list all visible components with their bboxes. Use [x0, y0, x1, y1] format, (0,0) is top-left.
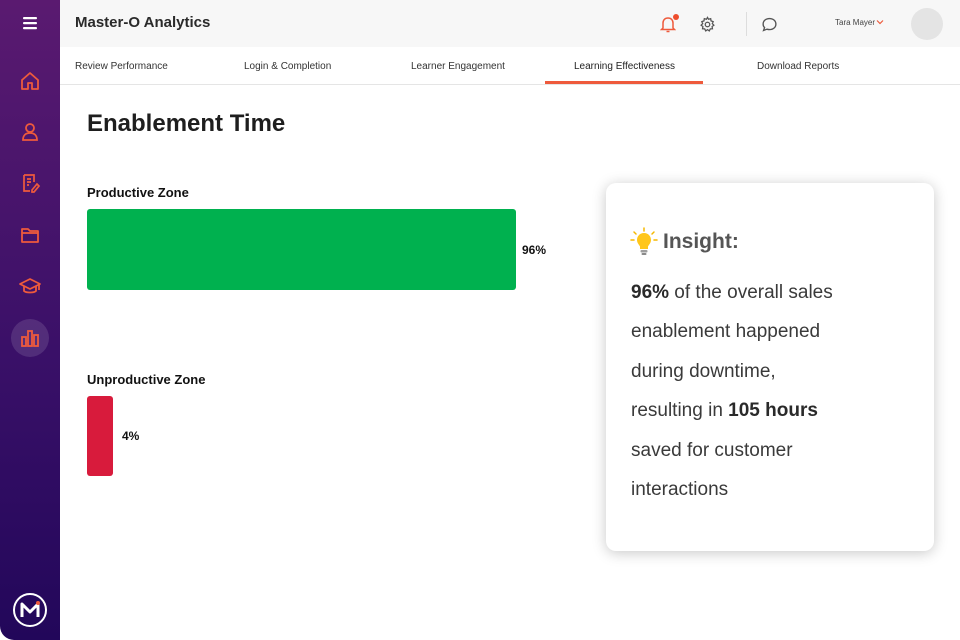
sidebar-item-analytics[interactable] [11, 319, 49, 357]
messages-button[interactable] [758, 13, 780, 35]
unproductive-zone-bar [87, 396, 113, 476]
insight-stat-percent: 96% [631, 282, 670, 303]
graduation-cap-icon [19, 278, 41, 294]
lightbulb-icon [630, 227, 658, 255]
productive-zone-bar [87, 209, 516, 290]
active-tab-indicator [545, 81, 703, 84]
chat-bubble-icon [761, 17, 777, 32]
notifications-button[interactable] [657, 13, 679, 35]
sidebar-item-home[interactable] [11, 62, 49, 100]
tab-login-completion[interactable]: Login & Completion [244, 61, 332, 72]
insight-title: Insight: [663, 230, 739, 253]
insight-line-4: resulting in 105 hours [631, 400, 818, 422]
home-icon [21, 72, 39, 90]
menu-button[interactable] [11, 4, 49, 42]
sidebar-item-files[interactable] [11, 216, 49, 254]
bar-chart-icon [21, 330, 39, 347]
user-name[interactable]: Tara Mayer [835, 18, 876, 27]
bell-icon [660, 16, 676, 32]
page-title: Enablement Time [87, 110, 286, 137]
sidebar [0, 0, 60, 640]
insight-line-1: 96% of the overall sales [631, 282, 833, 304]
hamburger-icon [23, 17, 37, 30]
insight-line-3: during downtime, [631, 361, 776, 382]
folder-icon [21, 228, 39, 243]
insight-card: Insight: 96% of the overall sales enable… [606, 183, 934, 551]
unproductive-zone-value: 4% [122, 429, 140, 443]
unproductive-zone-label: Unproductive Zone [87, 372, 206, 387]
tab-download-reports[interactable]: Download Reports [757, 61, 840, 72]
sidebar-item-content[interactable] [11, 164, 49, 202]
chevron-down-icon [876, 20, 884, 25]
productive-zone-value: 96% [522, 243, 547, 257]
insight-line-5: saved for customer [631, 440, 793, 461]
productive-zone-label: Productive Zone [87, 185, 189, 200]
app-title: Master-O Analytics [75, 14, 211, 31]
settings-button[interactable] [696, 13, 718, 35]
gear-icon [699, 15, 715, 32]
insight-line-2: enablement happened [631, 321, 821, 342]
master-o-logo [13, 593, 47, 627]
user-menu-toggle[interactable] [875, 14, 885, 32]
tab-learner-engagement[interactable]: Learner Engagement [411, 61, 505, 72]
insight-line-6: interactions [631, 479, 729, 500]
insight-header: Insight: [630, 227, 739, 257]
insight-stat-hours: 105 hours [728, 400, 818, 421]
user-icon [22, 123, 38, 141]
insight-line-4-text: resulting in [631, 400, 729, 421]
avatar[interactable] [911, 8, 943, 40]
insight-line-1-text: of the overall sales [669, 282, 833, 303]
tab-learning-effectiveness[interactable]: Learning Effectiveness [574, 61, 675, 72]
edit-document-icon [23, 174, 41, 193]
sidebar-item-users[interactable] [11, 113, 49, 151]
tab-review-performance[interactable]: Review Performance [75, 61, 168, 72]
sidebar-item-courses[interactable] [11, 268, 49, 306]
notification-badge [673, 14, 679, 20]
top-header: Master-O Analytics Tara Mayer [60, 0, 960, 47]
header-divider [746, 12, 747, 36]
report-tabs: Review Performance Login & Completion Le… [60, 47, 960, 85]
logo-m-icon [20, 601, 40, 617]
